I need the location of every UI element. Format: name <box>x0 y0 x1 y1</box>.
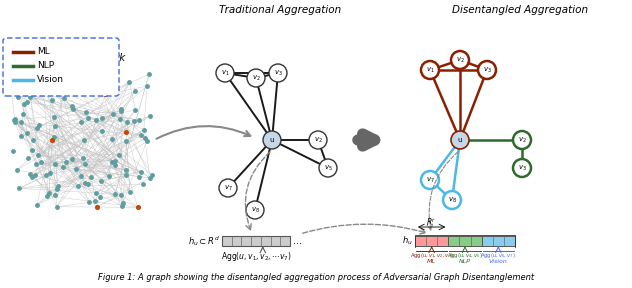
Text: $v_1$: $v_1$ <box>221 69 229 77</box>
Circle shape <box>263 131 281 149</box>
Text: Vision: Vision <box>37 75 64 84</box>
Text: $v_3$: $v_3$ <box>518 163 526 173</box>
Text: $\mathrm{Agg}(u, v_4, v_5)$: $\mathrm{Agg}(u, v_4, v_5)$ <box>447 251 483 260</box>
Bar <box>222 236 290 246</box>
Text: $v_3$: $v_3$ <box>483 65 492 75</box>
Circle shape <box>443 191 461 209</box>
Text: $v_8$: $v_8$ <box>447 195 456 204</box>
Circle shape <box>246 201 264 219</box>
Text: $v_2$: $v_2$ <box>456 55 465 65</box>
Text: ...: ... <box>293 236 302 246</box>
Text: Figure 1: A graph showing the disentangled aggregation process of Adversarial Gr: Figure 1: A graph showing the disentangl… <box>98 273 534 282</box>
Circle shape <box>421 171 439 189</box>
Circle shape <box>451 131 469 149</box>
Text: $v_3$: $v_3$ <box>274 69 283 77</box>
Circle shape <box>513 131 531 149</box>
Text: $\mathrm{Agg}(u, v_1, v_2, v_3)$: $\mathrm{Agg}(u, v_1, v_2, v_3)$ <box>410 251 454 260</box>
Circle shape <box>216 64 234 82</box>
Text: $h_u \subset R^d$: $h_u \subset R^d$ <box>188 234 220 248</box>
Bar <box>415 236 448 246</box>
Text: NLP: NLP <box>459 259 471 264</box>
Text: u: u <box>458 137 462 143</box>
FancyBboxPatch shape <box>3 38 119 96</box>
Text: $\mathrm{Agg}(u, v_6, v_7)$: $\mathrm{Agg}(u, v_6, v_7)$ <box>480 251 516 260</box>
Text: $v_2$: $v_2$ <box>252 73 260 83</box>
Text: $v_7$: $v_7$ <box>224 183 233 193</box>
Text: Vision: Vision <box>489 259 507 264</box>
Text: $v_5$: $v_5$ <box>324 163 332 173</box>
Text: $v_8$: $v_8$ <box>250 205 260 215</box>
Text: ML: ML <box>427 259 436 264</box>
Text: $v_2$: $v_2$ <box>313 135 322 145</box>
Circle shape <box>513 159 531 177</box>
Circle shape <box>247 69 265 87</box>
Text: $R^r$: $R^r$ <box>427 216 437 228</box>
Text: $h_u$: $h_u$ <box>402 235 413 247</box>
Text: Traditional Aggregation: Traditional Aggregation <box>219 5 341 15</box>
Text: $v_7$: $v_7$ <box>425 175 434 185</box>
Circle shape <box>421 61 439 79</box>
Text: Disentangled Aggregation: Disentangled Aggregation <box>452 5 588 15</box>
Text: Citation Network: Citation Network <box>39 53 126 63</box>
Text: $\mathrm{Agg}(u, v_1, v_2, \cdots v_7)$: $\mathrm{Agg}(u, v_1, v_2, \cdots v_7)$ <box>221 250 291 263</box>
Circle shape <box>451 51 469 69</box>
Circle shape <box>478 61 496 79</box>
Bar <box>448 236 482 246</box>
Circle shape <box>269 64 287 82</box>
Text: NLP: NLP <box>37 62 54 71</box>
Text: ML: ML <box>37 48 50 56</box>
Text: $v_1$: $v_1$ <box>425 65 434 75</box>
Text: u: u <box>270 137 274 143</box>
Circle shape <box>309 131 327 149</box>
Circle shape <box>219 179 237 197</box>
Text: $v_2$: $v_2$ <box>518 135 526 145</box>
Circle shape <box>319 159 337 177</box>
Bar <box>482 236 515 246</box>
